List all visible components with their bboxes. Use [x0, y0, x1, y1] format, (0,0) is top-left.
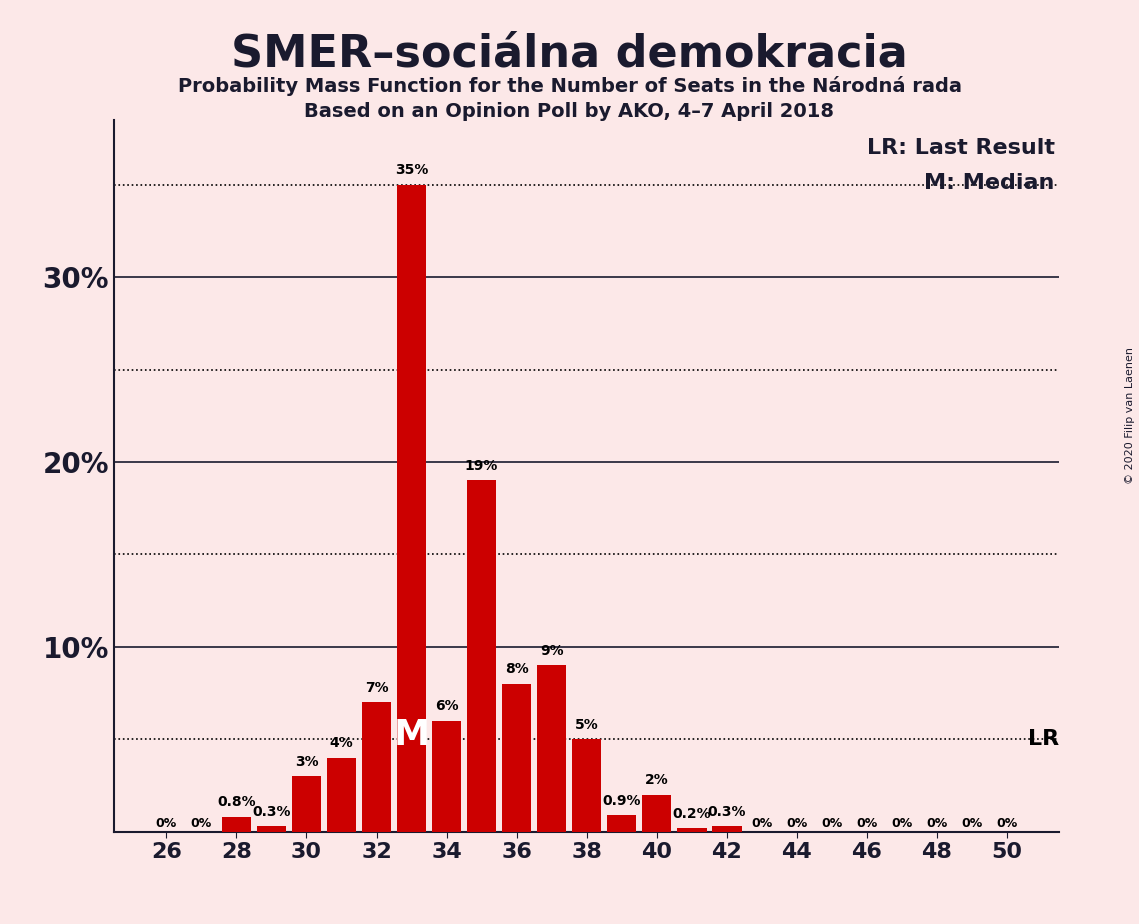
Text: 0.2%: 0.2%: [672, 807, 711, 821]
Text: 2%: 2%: [645, 773, 669, 787]
Text: 8%: 8%: [505, 663, 528, 676]
Text: 0.8%: 0.8%: [218, 796, 256, 809]
Text: M: M: [393, 718, 429, 751]
Text: LR: LR: [1029, 729, 1059, 749]
Text: 0%: 0%: [997, 817, 1017, 830]
Text: 0%: 0%: [926, 817, 948, 830]
Text: SMER–sociálna demokracia: SMER–sociálna demokracia: [231, 32, 908, 76]
Bar: [292, 776, 321, 832]
Bar: [677, 828, 706, 832]
Text: 0.9%: 0.9%: [603, 794, 641, 808]
Bar: [467, 480, 497, 832]
Text: 6%: 6%: [435, 699, 458, 713]
Text: Based on an Opinion Poll by AKO, 4–7 April 2018: Based on an Opinion Poll by AKO, 4–7 Apr…: [304, 102, 835, 121]
Bar: [712, 826, 741, 832]
Text: 3%: 3%: [295, 755, 318, 769]
Text: © 2020 Filip van Laenen: © 2020 Filip van Laenen: [1125, 347, 1134, 484]
Bar: [572, 739, 601, 832]
Text: 9%: 9%: [540, 644, 564, 658]
Text: 0.3%: 0.3%: [707, 805, 746, 819]
Bar: [536, 665, 566, 832]
Bar: [222, 817, 252, 832]
Text: LR: Last Result: LR: Last Result: [867, 138, 1055, 158]
Text: 5%: 5%: [575, 718, 598, 732]
Bar: [396, 185, 426, 832]
Text: 4%: 4%: [329, 736, 353, 750]
Text: 0%: 0%: [857, 817, 877, 830]
Text: 0%: 0%: [891, 817, 912, 830]
Bar: [361, 702, 392, 832]
Bar: [327, 758, 357, 832]
Text: 7%: 7%: [364, 681, 388, 695]
Text: 0.3%: 0.3%: [252, 805, 290, 819]
Text: 0%: 0%: [961, 817, 982, 830]
Text: 0%: 0%: [751, 817, 772, 830]
Bar: [607, 815, 637, 832]
Text: 35%: 35%: [395, 164, 428, 177]
Text: 0%: 0%: [821, 817, 843, 830]
Text: M: Median: M: Median: [924, 174, 1055, 193]
Bar: [501, 684, 532, 832]
Text: 0%: 0%: [786, 817, 808, 830]
Text: 19%: 19%: [465, 459, 498, 473]
Text: Probability Mass Function for the Number of Seats in the Národná rada: Probability Mass Function for the Number…: [178, 76, 961, 96]
Text: 0%: 0%: [191, 817, 212, 830]
Bar: [641, 795, 672, 832]
Text: 0%: 0%: [156, 817, 177, 830]
Bar: [256, 826, 286, 832]
Bar: [432, 721, 461, 832]
